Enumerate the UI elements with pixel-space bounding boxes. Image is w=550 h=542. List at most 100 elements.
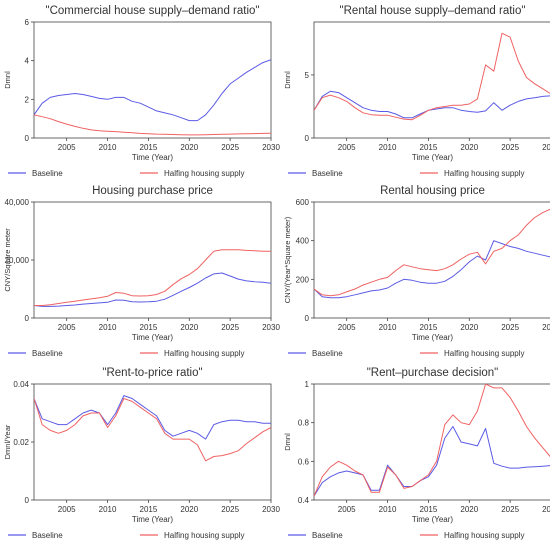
y-tick-label: 0.02 (13, 438, 29, 447)
chart-title: Rental housing price (380, 185, 485, 197)
x-tick-label: 2010 (99, 143, 117, 152)
x-tick-label: 2005 (58, 505, 76, 514)
x-tick-label: 2010 (379, 505, 397, 514)
legend-label: Baseline (312, 169, 343, 178)
x-axis-label: Time (Year) (132, 153, 174, 162)
legend-label: Baseline (32, 169, 63, 178)
x-tick-label: 2020 (460, 505, 478, 514)
chart-title: "Commercial house supply–demand ratio" (46, 5, 260, 17)
y-tick-label: 0.8 (298, 419, 310, 428)
chart-panel-3: Housing purchase price 0 20,000 40,000 2005 2… (3, 185, 280, 358)
baseline-series-line (314, 90, 550, 119)
chart-panel-4: Rental housing price 0 200 400 600 2005 2010 20… (283, 185, 550, 358)
legend-halfing: Halfing housing supply (140, 169, 245, 178)
baseline-series-line (314, 426, 550, 497)
x-tick-label: 2020 (460, 143, 478, 152)
legend-baseline: Baseline (288, 169, 343, 178)
x-axis-label: Time (Year) (412, 153, 454, 162)
x-axis-label: Time (Year) (132, 333, 174, 342)
x-tick-label: 2025 (221, 505, 239, 514)
x-tick-label: 2015 (420, 505, 438, 514)
y-tick-label: 20,000 (5, 256, 30, 265)
halfing-series-line (34, 398, 271, 462)
x-tick-label: 2010 (379, 323, 397, 332)
y-tick-label: 0 (305, 314, 310, 323)
plot-frame (313, 383, 550, 501)
x-tick-label: 2025 (501, 323, 519, 332)
x-tick-label: 2025 (221, 323, 239, 332)
y-tick-label: 0 (25, 314, 30, 323)
chart-panel-2: "Rental house supply–demand ratio" 0 5 2005… (283, 5, 550, 178)
baseline-series-line (34, 395, 271, 440)
chart-title: "Rent–purchase decision" (367, 367, 499, 379)
plot-frame (313, 21, 550, 139)
legend-label: Halfing housing supply (164, 169, 245, 178)
y-tick-label: 5 (305, 71, 310, 80)
legend-baseline: Baseline (288, 531, 343, 540)
y-tick-label: 0 (305, 134, 310, 143)
x-tick-label: 2030 (262, 323, 280, 332)
legend-baseline: Baseline (8, 349, 63, 358)
chart-title: Housing purchase price (92, 185, 213, 197)
halfing-series-line (314, 32, 550, 121)
baseline-series-line (314, 240, 550, 299)
y-tick-label: 0.04 (13, 380, 29, 389)
x-tick-label: 2025 (221, 143, 239, 152)
chart-panel-5: "Rent-to-price ratio" 0 0.02 0.04 2005 2010 20… (3, 367, 280, 540)
x-tick-label: 2005 (338, 323, 356, 332)
x-tick-label: 2020 (180, 505, 198, 514)
y-tick-label: 2 (25, 95, 30, 104)
x-axis-label: Time (Year) (412, 515, 454, 524)
legend-baseline: Baseline (8, 169, 63, 178)
legend-halfing: Halfing housing supply (420, 531, 525, 540)
plot-frame (33, 21, 272, 139)
x-tick-label: 2005 (58, 143, 76, 152)
y-tick-label: 0 (25, 134, 30, 143)
legend-label: Halfing housing supply (444, 531, 525, 540)
chart-title: "Rent-to-price ratio" (102, 367, 202, 379)
x-tick-label: 2005 (58, 323, 76, 332)
x-tick-label: 2020 (180, 323, 198, 332)
x-tick-label: 2020 (460, 323, 478, 332)
plot-frame (33, 201, 272, 319)
halfing-series-line (314, 208, 550, 297)
halfing-series-line (314, 384, 550, 497)
halfing-series-line (34, 249, 271, 306)
x-tick-label: 2030 (262, 143, 280, 152)
x-tick-label: 2015 (140, 143, 158, 152)
y-axis-label: Dmnl (283, 433, 292, 451)
legend-label: Halfing housing supply (444, 349, 525, 358)
chart-panel-6: "Rent–purchase decision" 0.4 0.6 0.8 1 2005 20… (283, 367, 550, 540)
y-tick-label: 1 (305, 380, 310, 389)
x-tick-label: 2025 (501, 505, 519, 514)
chart-title: "Rental house supply–demand ratio" (340, 5, 526, 17)
x-tick-label: 2030 (542, 143, 550, 152)
legend-label: Baseline (312, 531, 343, 540)
y-axis-label: Dmnl (3, 71, 12, 89)
legend-halfing: Halfing housing supply (140, 349, 245, 358)
legend-label: Halfing housing supply (164, 531, 245, 540)
x-tick-label: 2010 (99, 323, 117, 332)
x-tick-label: 2020 (180, 143, 198, 152)
y-axis-label: CNY/Square meter (3, 228, 12, 292)
legend-halfing: Halfing housing supply (420, 349, 525, 358)
legend-label: Baseline (312, 349, 343, 358)
y-tick-label: 40,000 (5, 198, 30, 207)
y-tick-label: 200 (296, 275, 310, 284)
x-tick-label: 2030 (262, 505, 280, 514)
x-tick-label: 2030 (542, 323, 550, 332)
x-tick-label: 2010 (99, 505, 117, 514)
y-axis-label: CNY/(Year*Square meter) (283, 216, 292, 303)
y-axis-label: Dmnl/Year (3, 424, 12, 459)
y-tick-label: 600 (296, 198, 310, 207)
legend-label: Baseline (32, 349, 63, 358)
y-tick-label: 0.6 (298, 457, 310, 466)
plot-frame (33, 383, 272, 501)
y-tick-label: 0 (25, 496, 30, 505)
legend-label: Halfing housing supply (444, 169, 525, 178)
legend-baseline: Baseline (8, 531, 63, 540)
x-tick-label: 2030 (542, 505, 550, 514)
y-tick-label: 6 (25, 18, 30, 27)
halfing-series-line (34, 114, 271, 136)
